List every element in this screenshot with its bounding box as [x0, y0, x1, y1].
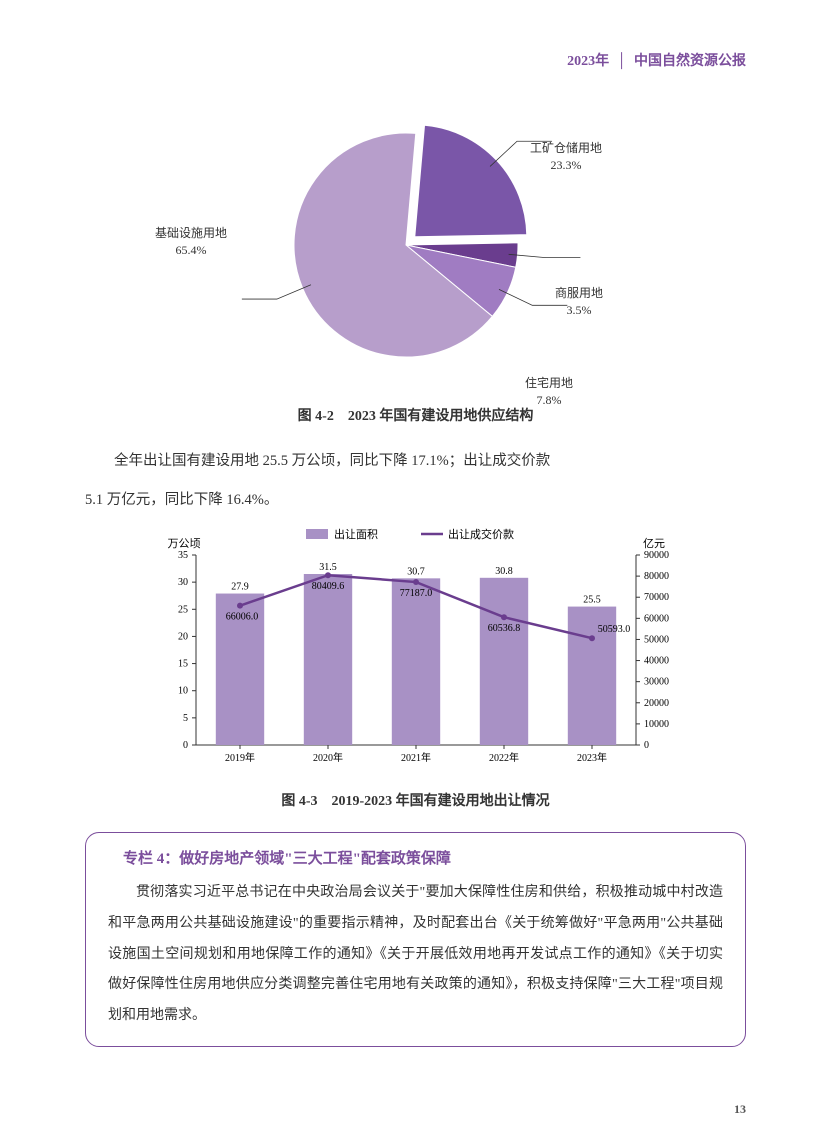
svg-text:35: 35 — [178, 550, 188, 561]
header-title: 中国自然资源公报 — [634, 54, 746, 69]
svg-text:0: 0 — [183, 740, 188, 751]
callout-body: 贯彻落实习近平总书记在中央政治局会议关于"要加大保障性住房和供给，积极推动城中村… — [108, 878, 723, 1032]
svg-text:2020年: 2020年 — [313, 751, 343, 764]
svg-text:30: 30 — [178, 577, 188, 588]
page-number: 13 — [734, 1102, 746, 1117]
bar-caption: 图 4-3 2019-2023 年国有建设用地出让情况 — [85, 790, 746, 810]
svg-text:亿元: 亿元 — [643, 537, 665, 550]
svg-text:50000: 50000 — [644, 634, 669, 645]
svg-text:2021年: 2021年 — [401, 751, 431, 764]
svg-text:31.5: 31.5 — [319, 562, 337, 573]
svg-text:25: 25 — [178, 604, 188, 615]
svg-text:27.9: 27.9 — [231, 582, 249, 593]
pie-slice-label: 商服用地3.5% — [555, 285, 603, 319]
header-divider: │ — [617, 54, 627, 69]
svg-text:5: 5 — [183, 713, 188, 724]
pie-slice-label: 住宅用地7.8% — [525, 375, 573, 409]
svg-text:10: 10 — [178, 686, 188, 697]
svg-text:60000: 60000 — [644, 613, 669, 624]
svg-text:77187.0: 77187.0 — [399, 588, 432, 599]
svg-text:90000: 90000 — [644, 550, 669, 561]
pie-chart: 工矿仓储用地23.3%商服用地3.5%住宅用地7.8%基础设施用地65.4% — [85, 95, 746, 395]
paragraph-1a: 全年出让国有建设用地 25.5 万公顷，同比下降 17.1%；出让成交价款 — [85, 447, 746, 476]
svg-text:20: 20 — [178, 631, 188, 642]
callout-box: 专栏 4：做好房地产领域"三大工程"配套政策保障 贯彻落实习近平总书记在中央政治… — [85, 832, 746, 1047]
svg-text:50593.0: 50593.0 — [597, 624, 630, 635]
pie-slice-label: 基础设施用地65.4% — [155, 225, 227, 259]
svg-text:70000: 70000 — [644, 592, 669, 603]
page-header: 2023年 │ 中国自然资源公报 — [85, 50, 746, 70]
callout-title: 专栏 4：做好房地产领域"三大工程"配套政策保障 — [108, 847, 723, 868]
svg-text:0: 0 — [644, 740, 649, 751]
svg-text:60536.8: 60536.8 — [487, 623, 520, 634]
bar-chart: 出让面积 出让成交价款万公顷 亿元 0 5 10 15 20 25 30 35 0 10000 20000… — [85, 525, 746, 780]
svg-text:20000: 20000 — [644, 698, 669, 709]
svg-text:30.8: 30.8 — [495, 566, 513, 577]
svg-text:80409.6: 80409.6 — [311, 581, 344, 592]
paragraph-1b: 5.1 万亿元，同比下降 16.4%。 — [85, 486, 746, 515]
svg-text:25.5: 25.5 — [583, 595, 601, 606]
svg-text:2022年: 2022年 — [489, 751, 519, 764]
svg-text:15: 15 — [178, 659, 188, 670]
pie-slice-label: 工矿仓储用地23.3% — [530, 140, 602, 174]
svg-text:10000: 10000 — [644, 719, 669, 730]
bar-chart-svg: 出让面积 出让成交价款万公顷 亿元 0 5 10 15 20 25 30 35 0 10000 20000… — [136, 525, 696, 775]
svg-text:66006.0: 66006.0 — [225, 612, 258, 623]
svg-text:万公顷: 万公顷 — [167, 537, 200, 550]
svg-text:出让面积: 出让面积 — [334, 527, 378, 541]
svg-text:2019年: 2019年 — [225, 751, 255, 764]
svg-text:40000: 40000 — [644, 656, 669, 667]
svg-text:出让成交价款: 出让成交价款 — [448, 527, 514, 541]
svg-text:30.7: 30.7 — [407, 566, 425, 577]
svg-text:2023年: 2023年 — [577, 751, 607, 764]
header-year: 2023年 — [567, 54, 609, 69]
pie-caption: 图 4-2 2023 年国有建设用地供应结构 — [85, 405, 746, 425]
svg-text:30000: 30000 — [644, 677, 669, 688]
svg-text:80000: 80000 — [644, 571, 669, 582]
